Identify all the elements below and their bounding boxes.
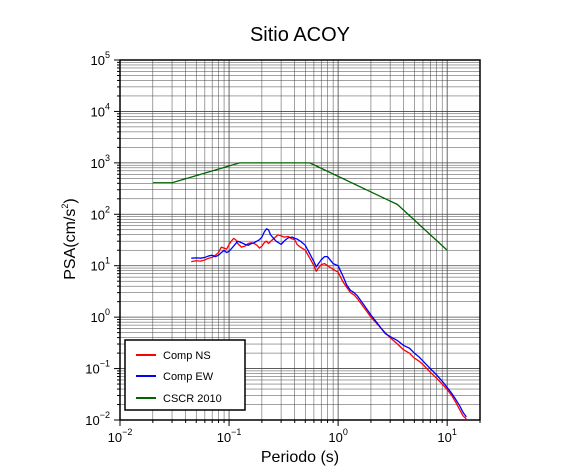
x-tick-label: 10−1: [217, 427, 242, 445]
y-tick-label: 105: [91, 50, 110, 68]
series-line-comp-ns: [191, 234, 467, 420]
x-tick-label-exp: −1: [231, 427, 241, 437]
y-tick-label-base: 10: [91, 310, 105, 325]
y-tick-label-base: 10: [91, 104, 105, 119]
y-axis-label-sup: 2: [60, 204, 70, 209]
y-tick-label: 101: [91, 256, 110, 274]
y-tick-label-exp: −1: [100, 359, 110, 369]
x-tick-label-exp: 0: [343, 427, 348, 437]
y-tick-label-exp: 4: [105, 101, 110, 111]
y-tick-label: 103: [91, 153, 110, 171]
legend: Comp NS Comp EW CSCR 2010: [124, 339, 246, 411]
y-tick-label: 102: [91, 204, 110, 222]
x-tick-label-base: 10: [217, 430, 231, 445]
x-tick-label-exp: 1: [452, 427, 457, 437]
x-tick-label: 100: [328, 427, 347, 445]
y-tick-label-base: 10: [91, 259, 105, 274]
y-tick-label: 104: [91, 101, 110, 119]
y-tick-label-exp: 5: [105, 50, 110, 60]
y-tick-label: 10−1: [85, 359, 110, 377]
x-tick-label-base: 10: [328, 430, 342, 445]
x-tick-label: 10−2: [108, 427, 133, 445]
plot-frame: [119, 59, 481, 421]
y-tick-label-base: 10: [91, 53, 105, 68]
y-tick-label-exp: 1: [105, 256, 110, 266]
y-tick-label-base: 10: [85, 362, 99, 377]
y-tick-label-exp: −2: [100, 410, 110, 420]
y-axis-label: PSA(cm/s2): [60, 198, 79, 279]
legend-label-comp-ew: Comp EW: [163, 371, 214, 383]
y-tick-label: 10−2: [85, 410, 110, 428]
y-axis-label-tail: ): [62, 198, 79, 203]
x-tick-label: 101: [437, 427, 456, 445]
x-tick-label-exp: −2: [122, 427, 132, 437]
series-line-comp-ew: [191, 228, 467, 418]
y-tick-label-base: 10: [85, 413, 99, 428]
y-tick-label-base: 10: [91, 207, 105, 222]
series-line-cscr-2010: [152, 162, 448, 251]
x-tick-label-base: 10: [108, 430, 122, 445]
legend-label-comp-ns: Comp NS: [163, 350, 211, 362]
x-axis-label: Periodo (s): [261, 449, 339, 466]
y-tick-label: 100: [91, 307, 110, 325]
x-tick-label-base: 10: [437, 430, 451, 445]
series-lines: [152, 162, 467, 420]
y-tick-label-exp: 2: [105, 204, 110, 214]
y-tick-label-base: 10: [91, 156, 105, 171]
legend-label-cscr-2010: CSCR 2010: [163, 393, 222, 405]
y-axis-label-base: PSA(cm/s: [62, 209, 79, 280]
y-tick-label-exp: 0: [105, 307, 110, 317]
chart-title: Sitio ACOY: [250, 24, 350, 46]
y-tick-label-exp: 3: [105, 153, 110, 163]
